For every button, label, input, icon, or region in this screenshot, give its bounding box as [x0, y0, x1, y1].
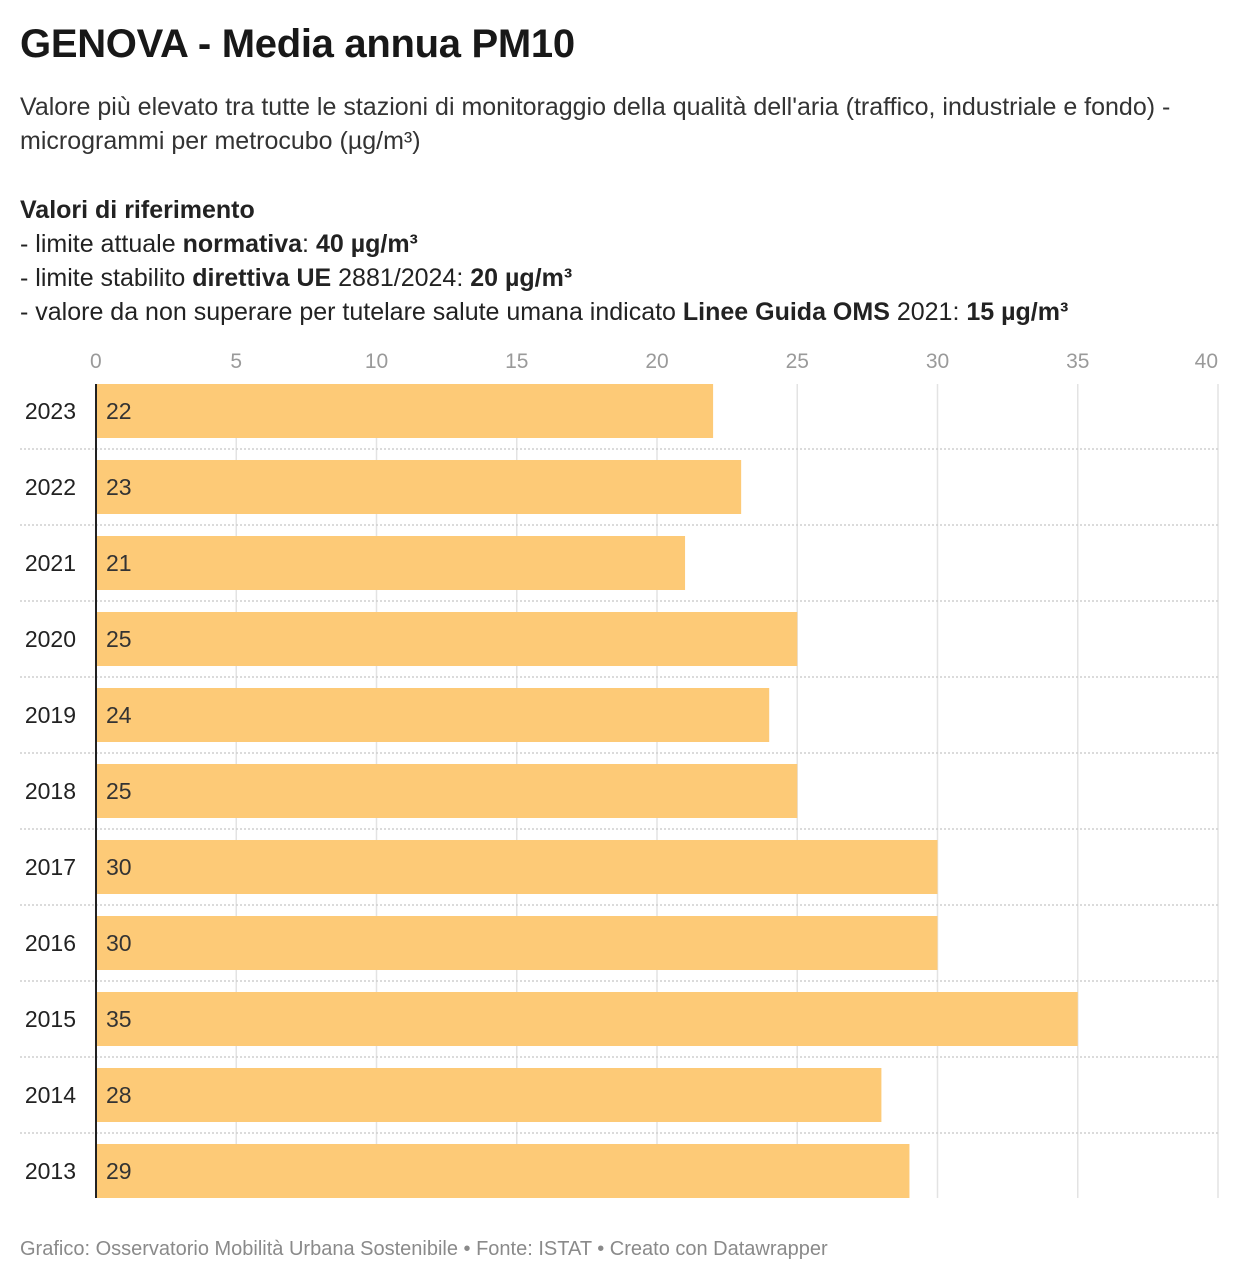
bar-2018: [96, 764, 798, 818]
bar-2017: [96, 840, 938, 894]
ref1-bold1: normativa: [182, 230, 303, 258]
ref1-mid: :: [302, 230, 316, 258]
value-label-2020: 25: [106, 626, 132, 652]
category-label-2020: 2020: [25, 626, 76, 652]
ref2-mid: 2881/2024:: [331, 264, 471, 292]
category-label-2015: 2015: [25, 1006, 76, 1032]
value-label-2023: 22: [106, 398, 132, 424]
x-tick-label-25: 25: [786, 350, 809, 373]
value-label-2017: 30: [106, 854, 132, 880]
x-tick-label-0: 0: [90, 350, 102, 373]
ref2-prefix: - limite stabilito: [20, 264, 193, 292]
x-tick-label-40: 40: [1195, 350, 1218, 373]
x-tick-label-10: 10: [365, 350, 388, 373]
bar-2022: [96, 460, 742, 514]
category-label-2016: 2016: [25, 930, 76, 956]
bar-2015: [96, 992, 1078, 1046]
category-label-2023: 2023: [25, 398, 76, 424]
x-tick-label-5: 5: [230, 350, 242, 373]
x-tick-label-35: 35: [1066, 350, 1089, 373]
reference-line-direttiva: - limite stabilito direttiva UE 2881/202…: [20, 261, 1220, 295]
value-label-2022: 23: [106, 474, 132, 500]
bar-chart: 0 5 10 15 20 25 30 35 40 2023 22 2022 23 2021 21 2020 25…: [0, 340, 1240, 1215]
ref3-prefix: - valore da non superare per tutelare sa…: [20, 298, 683, 326]
bar-2021: [96, 536, 686, 590]
category-label-2019: 2019: [25, 702, 76, 728]
category-label-2021: 2021: [25, 550, 76, 576]
value-label-2015: 35: [106, 1006, 132, 1032]
value-label-2016: 30: [106, 930, 132, 956]
category-label-2013: 2013: [25, 1158, 76, 1184]
bar-2020: [96, 612, 798, 666]
reference-heading: Valori di riferimento: [20, 196, 255, 224]
chart-footer: Grafico: Osservatorio Mobilità Urbana So…: [20, 1238, 828, 1260]
reference-values: Valori di riferimento - limite attuale n…: [20, 193, 1220, 329]
bar-chart-svg: 0 5 10 15 20 25 30 35 40 2023 22 2022 23 2021 21 2020 25…: [20, 350, 1219, 1198]
bar-2016: [96, 916, 938, 970]
category-label-2017: 2017: [25, 854, 76, 880]
chart-title: GENOVA - Media annua PM10: [20, 22, 575, 66]
bar-2014: [96, 1068, 882, 1122]
category-label-2022: 2022: [25, 474, 76, 500]
bar-2013: [96, 1144, 910, 1198]
bar-2023: [96, 384, 714, 438]
ref1-prefix: - limite attuale: [20, 230, 183, 258]
value-label-2013: 29: [106, 1158, 132, 1184]
x-tick-label-15: 15: [505, 350, 528, 373]
value-label-2018: 25: [106, 778, 132, 804]
ref2-bold1: direttiva UE: [192, 264, 332, 292]
ref3-mid: 2021:: [889, 298, 967, 326]
ref2-bold2: 20 µg/m³: [470, 264, 573, 292]
category-label-2014: 2014: [25, 1082, 76, 1108]
x-tick-label-20: 20: [645, 350, 668, 373]
ref1-bold2: 40 µg/m³: [315, 230, 418, 258]
ref3-bold1: Linee Guida OMS: [682, 298, 890, 326]
value-label-2019: 24: [106, 702, 132, 728]
ref3-bold2: 15 µg/m³: [966, 298, 1069, 326]
value-label-2014: 28: [106, 1082, 132, 1108]
reference-line-normativa: - limite attuale normativa: 40 µg/m³: [20, 227, 1220, 261]
value-label-2021: 21: [106, 550, 132, 576]
chart-subtitle: Valore più elevato tra tutte le stazioni…: [20, 93, 1171, 155]
x-tick-label-30: 30: [926, 350, 949, 373]
reference-line-oms: - valore da non superare per tutelare sa…: [20, 295, 1220, 329]
bar-2019: [96, 688, 770, 742]
category-label-2018: 2018: [25, 778, 76, 804]
